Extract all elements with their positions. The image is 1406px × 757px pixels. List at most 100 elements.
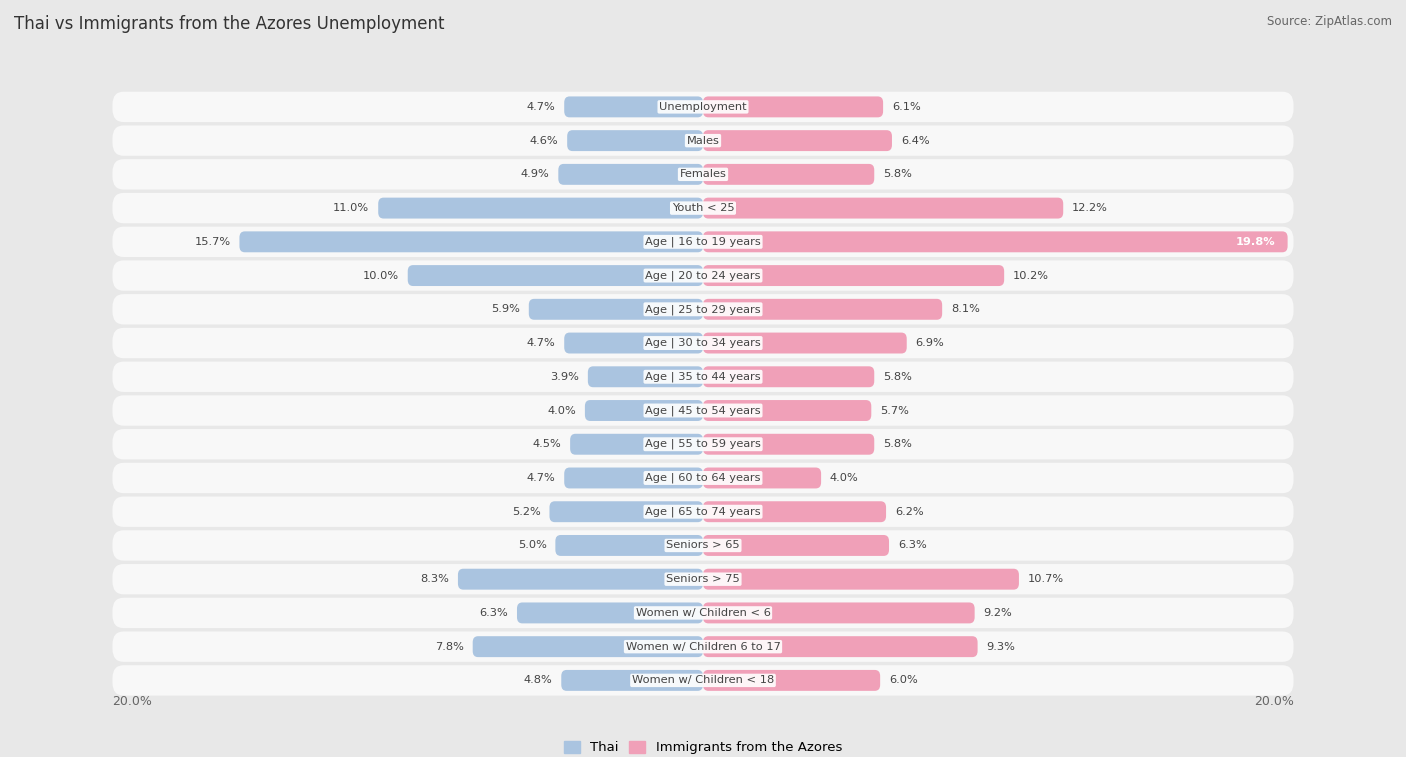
Text: 6.3%: 6.3% (898, 540, 927, 550)
FancyBboxPatch shape (112, 328, 1294, 358)
Text: Age | 35 to 44 years: Age | 35 to 44 years (645, 372, 761, 382)
Text: 5.8%: 5.8% (883, 439, 912, 449)
FancyBboxPatch shape (703, 366, 875, 388)
FancyBboxPatch shape (703, 96, 883, 117)
Text: 9.3%: 9.3% (987, 642, 1015, 652)
Legend: Thai, Immigrants from the Azores: Thai, Immigrants from the Azores (558, 736, 848, 757)
FancyBboxPatch shape (550, 501, 703, 522)
FancyBboxPatch shape (561, 670, 703, 691)
FancyBboxPatch shape (112, 159, 1294, 189)
FancyBboxPatch shape (703, 232, 1288, 252)
FancyBboxPatch shape (529, 299, 703, 319)
Text: 6.1%: 6.1% (891, 102, 921, 112)
FancyBboxPatch shape (408, 265, 703, 286)
Text: 8.1%: 8.1% (950, 304, 980, 314)
Text: 4.5%: 4.5% (533, 439, 561, 449)
Text: Youth < 25: Youth < 25 (672, 203, 734, 213)
Text: 4.7%: 4.7% (527, 473, 555, 483)
Text: Women w/ Children < 18: Women w/ Children < 18 (631, 675, 775, 685)
Text: 4.9%: 4.9% (520, 170, 550, 179)
Text: 5.2%: 5.2% (512, 506, 540, 517)
FancyBboxPatch shape (112, 193, 1294, 223)
FancyBboxPatch shape (703, 670, 880, 691)
FancyBboxPatch shape (564, 468, 703, 488)
Text: 4.7%: 4.7% (527, 102, 555, 112)
FancyBboxPatch shape (112, 497, 1294, 527)
Text: 4.0%: 4.0% (830, 473, 859, 483)
Text: Unemployment: Unemployment (659, 102, 747, 112)
FancyBboxPatch shape (703, 164, 875, 185)
FancyBboxPatch shape (112, 260, 1294, 291)
Text: Age | 30 to 34 years: Age | 30 to 34 years (645, 338, 761, 348)
FancyBboxPatch shape (703, 332, 907, 354)
Text: 11.0%: 11.0% (333, 203, 370, 213)
Text: 20.0%: 20.0% (1254, 695, 1294, 708)
Text: Seniors > 65: Seniors > 65 (666, 540, 740, 550)
Text: Females: Females (679, 170, 727, 179)
Text: Seniors > 75: Seniors > 75 (666, 575, 740, 584)
FancyBboxPatch shape (703, 535, 889, 556)
FancyBboxPatch shape (564, 332, 703, 354)
Text: 6.3%: 6.3% (479, 608, 508, 618)
Text: 8.3%: 8.3% (420, 575, 449, 584)
FancyBboxPatch shape (112, 631, 1294, 662)
FancyBboxPatch shape (703, 569, 1019, 590)
Text: 19.8%: 19.8% (1236, 237, 1275, 247)
Text: Age | 55 to 59 years: Age | 55 to 59 years (645, 439, 761, 450)
Text: 5.8%: 5.8% (883, 170, 912, 179)
Text: 6.9%: 6.9% (915, 338, 945, 348)
FancyBboxPatch shape (517, 603, 703, 623)
FancyBboxPatch shape (112, 665, 1294, 696)
Text: 20.0%: 20.0% (112, 695, 152, 708)
FancyBboxPatch shape (703, 434, 875, 455)
Text: 5.0%: 5.0% (517, 540, 547, 550)
Text: 12.2%: 12.2% (1073, 203, 1108, 213)
Text: 15.7%: 15.7% (194, 237, 231, 247)
FancyBboxPatch shape (567, 130, 703, 151)
FancyBboxPatch shape (112, 362, 1294, 392)
Text: Women w/ Children 6 to 17: Women w/ Children 6 to 17 (626, 642, 780, 652)
FancyBboxPatch shape (703, 299, 942, 319)
FancyBboxPatch shape (472, 636, 703, 657)
Text: 3.9%: 3.9% (550, 372, 579, 382)
Text: 4.0%: 4.0% (547, 406, 576, 416)
Text: Source: ZipAtlas.com: Source: ZipAtlas.com (1267, 15, 1392, 28)
Text: 6.4%: 6.4% (901, 136, 929, 145)
Text: 5.8%: 5.8% (883, 372, 912, 382)
FancyBboxPatch shape (571, 434, 703, 455)
Text: 10.7%: 10.7% (1028, 575, 1064, 584)
FancyBboxPatch shape (703, 636, 977, 657)
FancyBboxPatch shape (112, 294, 1294, 325)
Text: Women w/ Children < 6: Women w/ Children < 6 (636, 608, 770, 618)
Text: 9.2%: 9.2% (984, 608, 1012, 618)
Text: 6.2%: 6.2% (896, 506, 924, 517)
Text: 4.7%: 4.7% (527, 338, 555, 348)
FancyBboxPatch shape (112, 463, 1294, 493)
FancyBboxPatch shape (703, 265, 1004, 286)
Text: Age | 45 to 54 years: Age | 45 to 54 years (645, 405, 761, 416)
Text: Age | 60 to 64 years: Age | 60 to 64 years (645, 472, 761, 483)
Text: Males: Males (686, 136, 720, 145)
FancyBboxPatch shape (588, 366, 703, 388)
FancyBboxPatch shape (703, 400, 872, 421)
Text: Age | 25 to 29 years: Age | 25 to 29 years (645, 304, 761, 315)
FancyBboxPatch shape (703, 198, 1063, 219)
FancyBboxPatch shape (112, 530, 1294, 561)
Text: 4.6%: 4.6% (530, 136, 558, 145)
FancyBboxPatch shape (564, 96, 703, 117)
FancyBboxPatch shape (703, 501, 886, 522)
FancyBboxPatch shape (555, 535, 703, 556)
FancyBboxPatch shape (378, 198, 703, 219)
FancyBboxPatch shape (112, 598, 1294, 628)
FancyBboxPatch shape (585, 400, 703, 421)
Text: Thai vs Immigrants from the Azores Unemployment: Thai vs Immigrants from the Azores Unemp… (14, 15, 444, 33)
FancyBboxPatch shape (112, 395, 1294, 425)
Text: 5.9%: 5.9% (491, 304, 520, 314)
FancyBboxPatch shape (239, 232, 703, 252)
Text: Age | 65 to 74 years: Age | 65 to 74 years (645, 506, 761, 517)
Text: Age | 20 to 24 years: Age | 20 to 24 years (645, 270, 761, 281)
FancyBboxPatch shape (703, 468, 821, 488)
Text: 10.2%: 10.2% (1012, 270, 1049, 281)
FancyBboxPatch shape (703, 603, 974, 623)
Text: 7.8%: 7.8% (434, 642, 464, 652)
